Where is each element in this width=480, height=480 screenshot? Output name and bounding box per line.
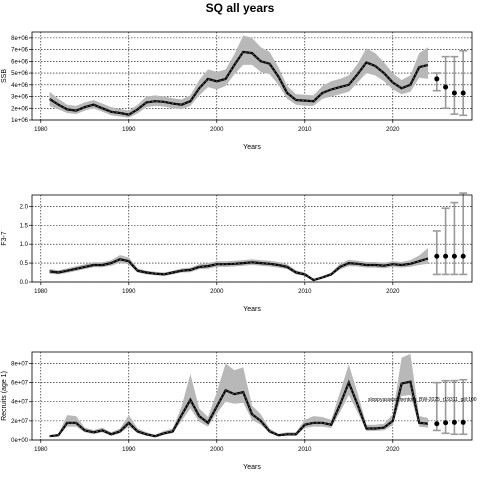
forecast-point <box>443 420 449 426</box>
forecast-point <box>451 419 457 425</box>
y-tick-label: 3e+06 <box>11 95 29 101</box>
y-tick-label: 8e+06 <box>11 36 29 42</box>
x-tick-label: 2010 <box>298 447 312 453</box>
y-axis-title: F3-7 <box>1 231 8 246</box>
x-tick-label: 2020 <box>386 447 400 453</box>
y-tick-label: 4e+07 <box>11 400 29 406</box>
series-line-dash <box>49 381 429 437</box>
chart-panel-3: 1980 1990 2000 2010 2020 0e+00 2e+07 4e+07 6e+07… <box>1 351 477 471</box>
y-tick-label: 1.5 <box>20 223 29 229</box>
series-line-dash <box>49 258 429 281</box>
y-axis-title: Recruits (age 1) <box>1 371 8 421</box>
series-line-dash <box>49 51 429 116</box>
x-tick-label: 2010 <box>298 127 312 133</box>
x-tick-label: 2020 <box>386 127 400 133</box>
forecast-point <box>443 84 449 90</box>
y-tick-label: 8e+07 <box>11 361 29 367</box>
x-tick-label: 2000 <box>210 447 224 453</box>
x-tick-label: 2020 <box>386 289 400 295</box>
x-tick-label: 1980 <box>34 447 48 453</box>
y-tick-label: 0.0 <box>20 280 29 286</box>
y-tick-label: 1e+06 <box>11 118 29 124</box>
y-tick-label: 2.0 <box>20 204 29 210</box>
y-tick-label: 6e+06 <box>11 59 29 65</box>
y-tick-label: 4e+06 <box>11 83 29 89</box>
forecast-point <box>460 253 466 259</box>
x-tick-label: 1990 <box>122 447 136 453</box>
y-tick-label: 2e+06 <box>11 106 29 112</box>
plot-frame <box>31 194 473 283</box>
forecast-point <box>434 253 440 259</box>
y-axis-title: SSB <box>1 69 8 83</box>
plot-frame <box>31 351 473 441</box>
chart-panel-1: 1980 1990 2000 2010 2020 1e+06 2e+06 3e+06 4e+06… <box>1 31 473 151</box>
forecast-point <box>460 90 466 96</box>
figure-title: SQ all years <box>206 1 275 15</box>
x-tick-label: 2010 <box>298 289 312 295</box>
forecast-point <box>451 90 457 96</box>
x-tick-label: 2000 <box>210 127 224 133</box>
y-tick-label: 6e+07 <box>11 381 29 387</box>
forecast-point <box>451 253 457 259</box>
chart-panel-2: 1980 1990 2000 2010 2020 0.0 0.5 1.0 1.5 2.0 Years… <box>1 192 473 313</box>
forecast-point <box>434 76 440 82</box>
x-tick-label: 2000 <box>210 289 224 295</box>
forecast-point <box>434 421 440 427</box>
confidence-band <box>49 353 428 438</box>
y-tick-label: 0e+00 <box>11 438 29 444</box>
y-tick-label: 5e+06 <box>11 71 29 77</box>
x-axis-title: Years <box>243 464 261 471</box>
panels: 1980 1990 2000 2010 2020 1e+06 2e+06 3e+06 4e+06… <box>1 31 477 471</box>
x-tick-label: 1980 <box>34 289 48 295</box>
y-tick-label: 2e+07 <box>11 419 29 425</box>
y-tick-label: 7e+06 <box>11 48 29 54</box>
y-tick-label: 0.5 <box>20 261 29 267</box>
x-tick-label: 1980 <box>34 127 48 133</box>
forecast-point <box>460 419 466 425</box>
x-tick-label: 1990 <box>122 127 136 133</box>
confidence-band <box>49 35 428 118</box>
x-tick-label: 1990 <box>122 289 136 295</box>
x-axis-title: Years <box>243 144 261 151</box>
y-tick-label: 1.0 <box>20 242 29 248</box>
x-axis-title: Years <box>243 306 261 313</box>
annotation-note: sloppyassessmentorg_BW-2025_r19311_gill:… <box>368 397 477 403</box>
forecast-point <box>443 253 449 259</box>
plot-frame <box>31 31 473 121</box>
